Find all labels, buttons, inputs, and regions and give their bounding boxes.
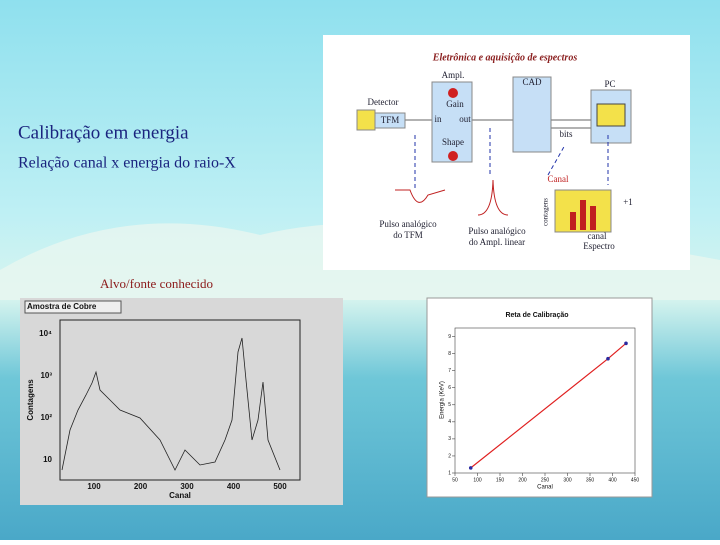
- icon-bar: [590, 206, 596, 230]
- plot-title-box: [24, 300, 122, 314]
- x-tick-label: 500: [273, 482, 287, 491]
- label: Pulso analógico: [468, 226, 526, 236]
- y-tick-label: 1: [448, 470, 451, 476]
- diagram-title: Eletrônica e aquisição de espectros: [432, 52, 578, 63]
- y-tick-label: 10³: [40, 371, 52, 380]
- calibration-point: [468, 466, 473, 470]
- y-tick-label: 10²: [40, 413, 52, 422]
- x-tick-label: 400: [608, 477, 617, 483]
- label: Espectro: [583, 241, 615, 251]
- y-tick-label: 10: [43, 455, 52, 464]
- x-tick-label: 100: [473, 477, 482, 483]
- y-tick-label: 2: [448, 453, 451, 459]
- x-tick-label: 350: [586, 477, 595, 483]
- x-tick-label: 50: [452, 477, 458, 483]
- label: CAD: [522, 77, 542, 87]
- spectrum-curve: [61, 337, 281, 471]
- label: do TFM: [393, 230, 423, 240]
- y-tick-label: 3: [448, 436, 451, 442]
- plot-title: Reta de Calibração: [505, 312, 568, 319]
- y-axis-label: Energia (KeV): [440, 381, 446, 419]
- pulse-tfm: [395, 189, 446, 203]
- calibration-point: [624, 341, 628, 346]
- label: PC: [604, 79, 615, 89]
- calibration-point: [606, 356, 610, 361]
- label: bits: [559, 129, 573, 139]
- diagram: Eletrônica e aquisição de espectros Ampl…: [323, 35, 690, 270]
- subtitle: Relação canal x energia do raio-X: [18, 155, 236, 172]
- label: Detector: [368, 97, 399, 107]
- label: Shape: [442, 137, 464, 147]
- label: in: [434, 114, 442, 124]
- label: Gain: [446, 99, 464, 109]
- x-tick-label: 300: [563, 477, 572, 483]
- plot-panel: [426, 297, 653, 498]
- x-tick-label: 250: [541, 477, 550, 483]
- x-axis-label: Canal: [169, 491, 191, 500]
- spectrum-plot: Amostra de Cobre Contagens Canal: [20, 298, 343, 505]
- y-axis-label: Contagens: [26, 379, 35, 421]
- detector-box: [356, 109, 376, 131]
- x-tick-label: 150: [496, 477, 505, 483]
- y-tick-label: 4: [448, 419, 451, 425]
- label: contagens: [542, 198, 550, 226]
- plot-panel: [20, 298, 343, 505]
- calibration-plot: Reta de Calibração Energia (KeV) Canal: [426, 297, 653, 498]
- y-tick-label: 10⁴: [39, 329, 52, 338]
- y-tick-label: 9: [448, 334, 451, 340]
- icon-bar: [570, 212, 576, 230]
- x-tick-label: 200: [518, 477, 527, 483]
- tfm-box: [374, 112, 406, 129]
- arrow: [547, 144, 566, 176]
- y-tick-label: 7: [448, 368, 451, 374]
- caption: Alvo/fonte conhecido: [100, 276, 213, 291]
- label: Pulso analógico: [379, 219, 437, 229]
- y-tick-label: 8: [448, 351, 451, 357]
- y-tick-label: 6: [448, 385, 451, 391]
- label: do Ampl. linear: [469, 237, 525, 247]
- x-tick-label: 100: [87, 482, 101, 491]
- icon-bar: [580, 200, 586, 230]
- x-tick-label: 450: [631, 477, 640, 483]
- y-tick-label: 5: [448, 402, 451, 408]
- x-axis-label: Canal: [537, 485, 553, 491]
- pulse-ampl: [477, 179, 509, 216]
- x-tick-label: 200: [134, 482, 148, 491]
- monitor: [596, 103, 626, 127]
- title: Calibração em energia: [18, 122, 189, 143]
- label: TFM: [381, 115, 400, 125]
- label: +1: [623, 197, 633, 207]
- adc: [512, 76, 552, 153]
- label: Ampl.: [442, 70, 465, 80]
- label: Canal: [548, 174, 569, 184]
- plot-title: Amostra de Cobre: [27, 302, 97, 311]
- label: out: [459, 114, 471, 124]
- diagram-panel: [323, 35, 690, 270]
- label: canal: [588, 231, 607, 241]
- knob: [448, 88, 458, 98]
- x-tick-label: 400: [227, 482, 241, 491]
- knob: [448, 151, 458, 161]
- x-tick-label: 300: [180, 482, 194, 491]
- plot-frame: [59, 319, 301, 481]
- amplifier: [431, 81, 473, 163]
